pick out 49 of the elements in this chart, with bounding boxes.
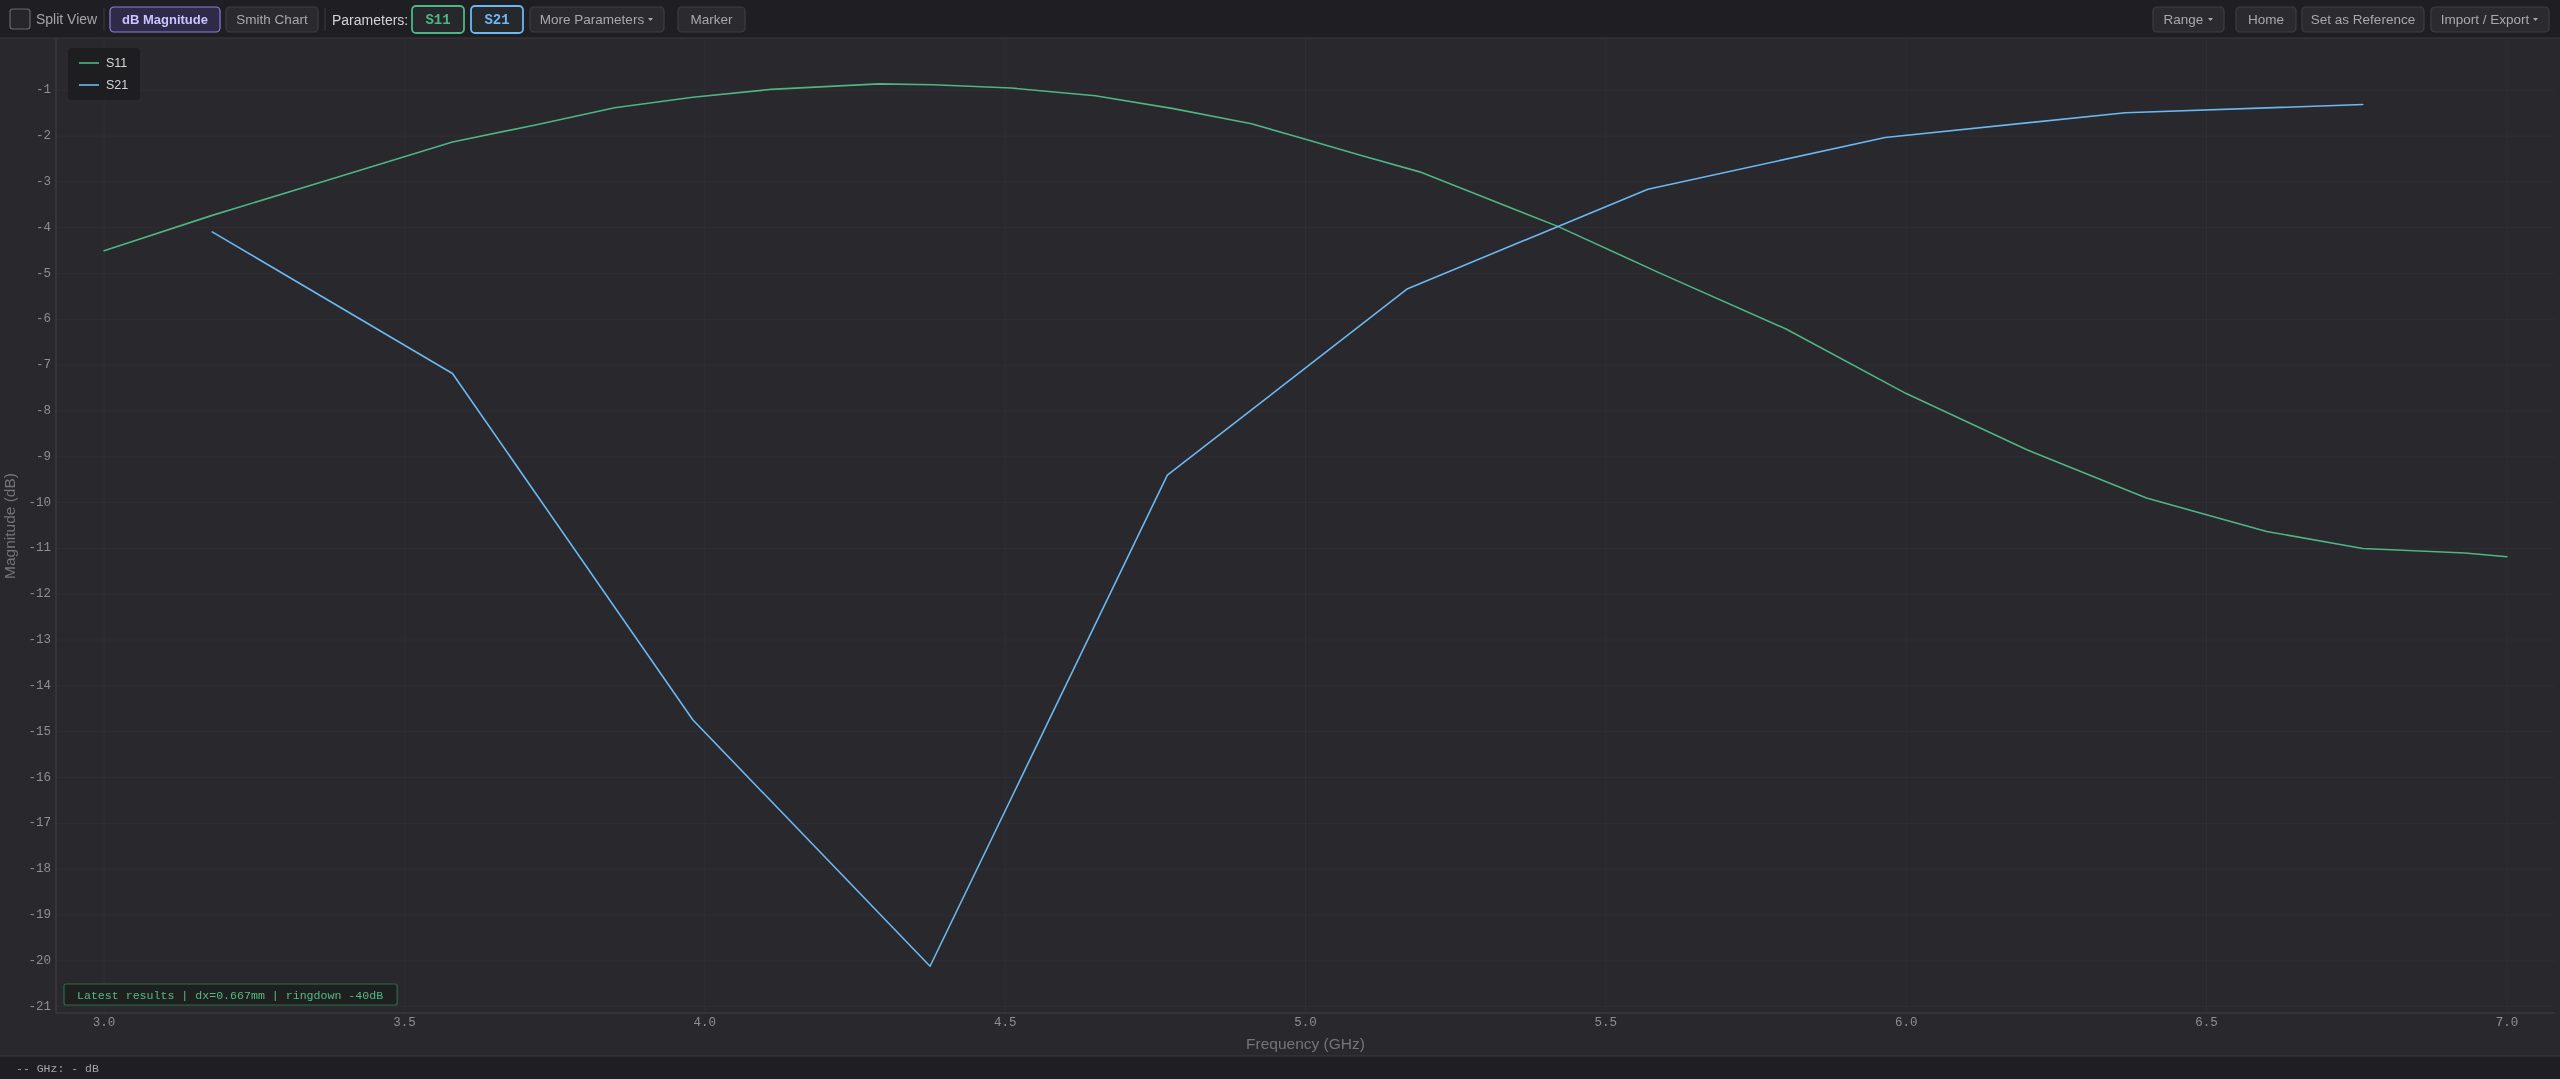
text: -- GHz: - dB	[16, 1062, 99, 1075]
x-tick-label: 6.5	[2195, 1016, 2218, 1030]
text: Split View	[36, 11, 99, 27]
y-tick-label: -17	[28, 816, 51, 831]
text: S11	[425, 12, 451, 28]
x-tick-label: 3.0	[92, 1016, 116, 1030]
text: Range	[2163, 12, 2204, 27]
y-tick-label: -15	[28, 724, 51, 739]
text: Parameters:	[332, 12, 409, 28]
y-tick-label: -8	[35, 404, 51, 419]
y-tick-label: -20	[28, 953, 51, 968]
x-tick-label: 3.5	[393, 1016, 416, 1030]
y-axis-title: Magnitude (dB)	[1, 473, 18, 579]
text: S21	[484, 12, 510, 28]
line-series	[211, 103, 2364, 968]
x-tick-label: 7.0	[2495, 1016, 2519, 1030]
y-tick-label: -3	[35, 174, 51, 189]
y-tick-label: -12	[28, 587, 51, 602]
y-tick-label: -11	[28, 541, 51, 556]
legend-label: S21	[106, 78, 129, 92]
text: Home	[2247, 12, 2285, 27]
x-tick-label: 5.0	[1294, 1016, 1317, 1030]
legend-label: S11	[106, 56, 128, 70]
text: Import / Export	[2440, 12, 2530, 27]
y-tick-label: -4	[35, 220, 51, 235]
y-tick-label: -19	[28, 907, 51, 922]
y-tick-label: -9	[35, 449, 51, 464]
x-tick-label: 4.0	[693, 1016, 717, 1030]
y-tick-label: -5	[35, 266, 51, 281]
y-tick-label: -7	[35, 358, 51, 373]
x-axis-title: Frequency (GHz)	[1246, 1035, 1365, 1052]
x-tick-label: 4.5	[993, 1016, 1017, 1030]
text: Smith Chart	[236, 12, 308, 27]
y-tick-label: -14	[28, 678, 51, 693]
text: Marker	[690, 12, 733, 27]
text: dB Magnitude	[122, 12, 208, 27]
y-tick-label: -6	[35, 312, 51, 327]
text: Set as Reference	[2310, 12, 2416, 27]
y-tick-label: -13	[28, 633, 51, 648]
y-tick-label: -16	[28, 770, 51, 785]
y-tick-label: -10	[28, 495, 51, 510]
annotation: Latest results | dx=0.667mm | ringdown -40dB	[77, 988, 384, 1002]
x-tick-label: 5.5	[1594, 1016, 1618, 1030]
y-tick-label: -21	[28, 999, 51, 1014]
x-tick-label: 6.0	[1894, 1016, 1918, 1030]
y-tick-label: -1	[35, 83, 51, 98]
y-tick-label: -2	[35, 129, 51, 144]
text: More Parameters	[539, 12, 645, 27]
y-tick-label: -18	[28, 862, 51, 877]
